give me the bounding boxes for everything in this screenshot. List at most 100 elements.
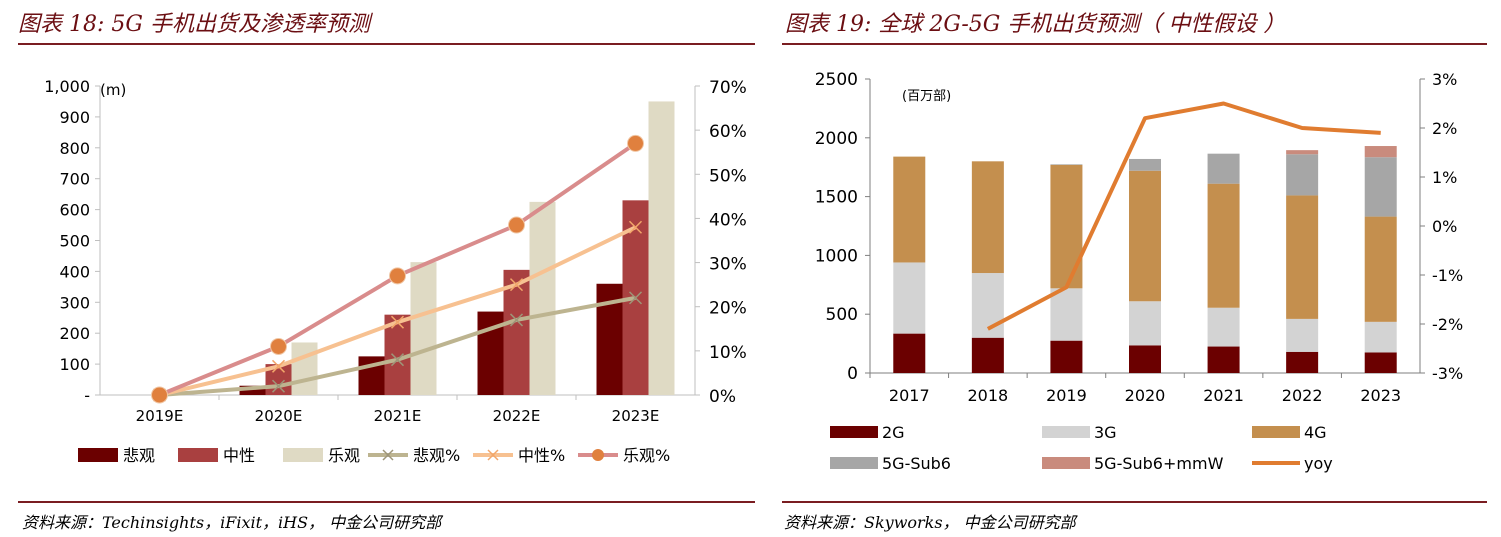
y-tick-label: 200 [59,324,90,343]
y-tick-label: 500 [59,232,90,251]
chart-title-left: 图表 18: 5G 手机出货及渗透率预测 [18,12,370,37]
point-base-pct [390,315,405,329]
x-tick-label: 2017 [889,386,930,405]
bar-segment-3g [1129,301,1161,346]
bar-segment-4g [1207,183,1240,308]
bar-bull [410,262,437,395]
bar-segment-3g [1050,288,1083,341]
bar-segment-5g-sub6 [1364,157,1397,217]
x-tick-label: 2020 [1125,386,1166,405]
y2-tick-label: -3% [1432,364,1463,383]
bar-segment-2g [1364,352,1397,373]
y-tick-label: - [84,386,90,405]
bar-segment-2g [971,337,1004,373]
y-tick-label: 800 [59,139,90,158]
y-tick-label: 0 [847,364,858,384]
bar-segment-4g [1129,170,1161,302]
point-bull-pct [627,134,644,152]
legend-label: 悲观% [413,446,460,465]
y-unit-label: (m) [100,81,126,99]
bar-bull [529,201,556,395]
y-tick-label: 300 [59,293,90,312]
x-tick-label: 2023E [612,407,660,425]
legend-label: 乐观 [328,446,360,465]
legend-swatch-bull [283,448,323,462]
source-right: 资料来源：Skyworks， 中金公司研究部 [784,513,1076,532]
y-tick-label: 500 [826,305,858,325]
bar-segment-2g [1286,351,1319,373]
y2-tick-label: -1% [1432,266,1463,285]
y2-tick-label: 0% [1432,217,1457,236]
bar-segment-4g [1364,216,1397,322]
legend-swatch-4g [1252,426,1300,438]
bar-segment-5g-sub6 [1129,158,1161,171]
y-tick-label: 700 [59,170,90,189]
y2-tick-label: 30% [709,255,747,275]
x-tick-label: 2019E [136,407,184,425]
legend-label: 2G [882,423,905,442]
panel-global-2g-5g-forecast: 图表 19: 全球 2G-5G 手机出货预测（ 中性假设 ） 0 500 1000 1… [780,0,1501,537]
source-rule-right [782,501,1487,503]
point-bear-pct [271,379,286,393]
point-base-pct [509,278,524,292]
y-tick-label: 600 [59,201,90,220]
point-bear-pct [509,313,524,327]
y-tick-label: 2000 [815,129,858,149]
x-tick-label: 2019 [1046,386,1087,405]
y2-tick-label: 60% [709,122,747,142]
x-tick-label: 2020E [255,407,303,425]
point-bull-pct [389,267,406,285]
bar-segment-5g-sub6-mmw [1364,146,1397,158]
source-rule-left [18,501,755,503]
chart-left: - 100 200 300 400 500 600 700 800 900 1,000 0% 10% 20… [44,77,747,465]
y-tick-label: 1500 [815,188,858,208]
legend-swatch-bear [78,448,118,462]
point-base-pct [271,359,286,373]
y2-tick-label: 40% [709,210,747,230]
legend-label: 5G-Sub6+mmW [1094,454,1224,473]
bar-segment-3g [1286,318,1319,352]
bar-segment-4g [1050,164,1083,289]
point-bull-pct [270,337,287,355]
y2-tick-label: 1% [1432,168,1457,187]
source-left: 资料来源：Techinsights，iFixit，iHS， 中金公司研究部 [22,513,442,532]
bar-segment-5g-sub6 [1207,153,1240,184]
x-tick-label: 2021E [374,407,422,425]
x-tick-label: 2018 [967,386,1008,405]
bar-segment-4g [971,161,1004,274]
legend-label: yoy [1304,454,1333,473]
legend-swatch-5g-sub6-mmw [1042,457,1090,469]
x-tick-label: 2021 [1203,386,1244,405]
bar-bear [239,385,266,395]
legend-label: 3G [1094,423,1117,442]
y-tick-label: 900 [59,108,90,127]
legend-swatch-5g-sub6 [830,457,878,469]
bar-segment-2g [1207,346,1240,373]
point-bear-pct [628,291,643,305]
y-tick-label: 400 [59,262,90,281]
point-bull-pct [151,386,168,404]
y-tick-label: 1,000 [44,77,90,96]
title-rule-right [782,43,1487,45]
legend-label: 5G-Sub6 [882,454,951,473]
y2-tick-label: 50% [709,166,747,186]
legend-marker-bear-pct [382,449,394,461]
title-rule-left [18,43,755,45]
point-base-pct [628,220,643,234]
legend-swatch-base [178,448,218,462]
y-tick-label: 1000 [815,246,858,266]
y2-tick-label: 3% [1432,70,1457,89]
chart-title-right: 图表 19: 全球 2G-5G 手机出货预测（ 中性假设 ） [785,12,1286,37]
bar-segment-5g-sub6-mmw [1286,150,1319,155]
legend-label: 悲观 [123,446,155,465]
bar-segment-2g [893,333,926,373]
chart-right: 0 500 1000 1500 2000 2500 -3% -2% -1% 0% 1% 2% 3% (百万… [815,70,1463,473]
legend-marker-bull-pct [592,449,604,461]
bar-segment-3g [1364,321,1397,353]
bar-segment-3g [893,262,926,334]
y2-tick-label: 20% [709,299,747,319]
bar-bull [648,101,675,395]
legend-label: 乐观% [623,446,670,465]
legend-label: 4G [1304,423,1327,442]
y2-tick-label: -2% [1432,315,1463,334]
